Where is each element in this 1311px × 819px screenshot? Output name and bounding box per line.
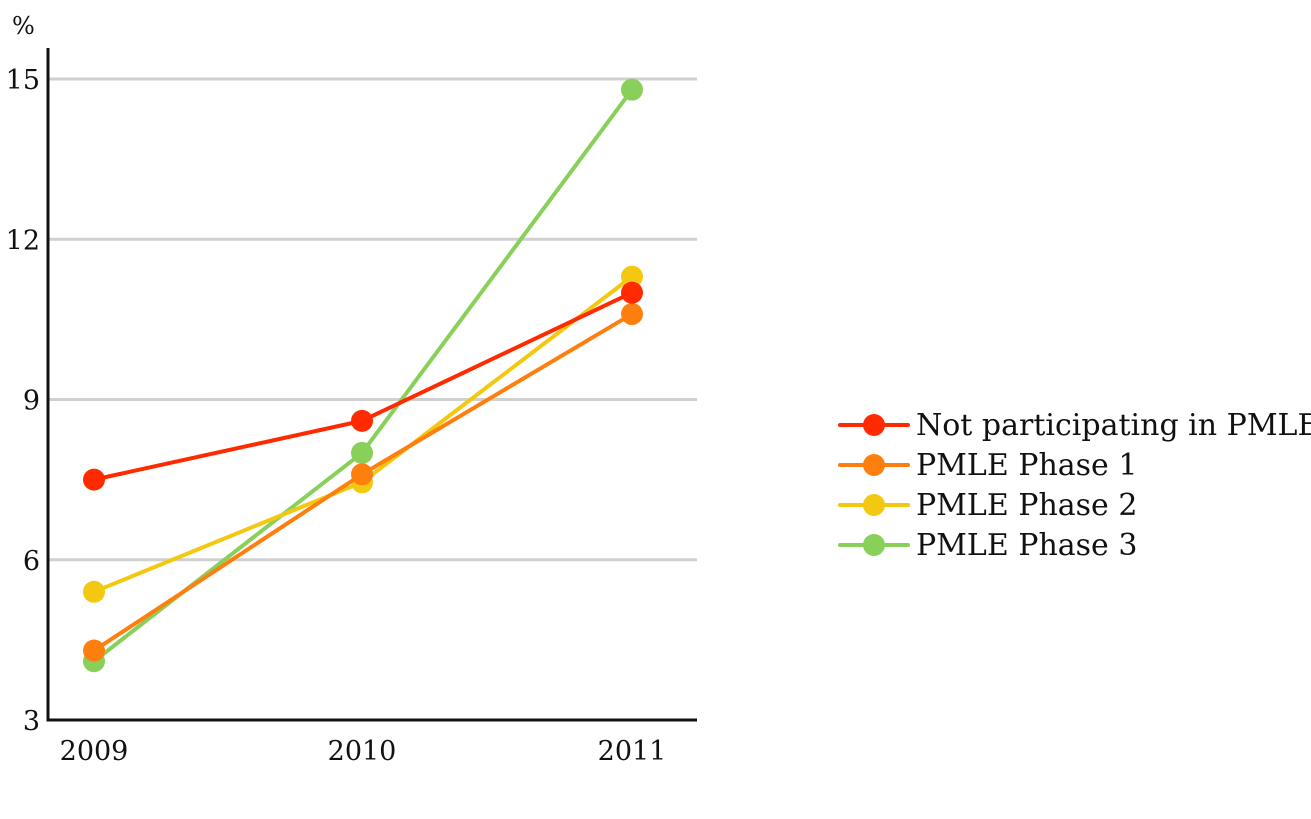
legend-label: PMLE Phase 2 <box>916 488 1137 523</box>
x-tick-label: 2011 <box>598 736 667 767</box>
legend-swatch-marker <box>863 534 885 556</box>
x-tick-labels: 2009 2010 2011 <box>60 736 667 767</box>
data-point <box>83 468 105 491</box>
series-1 <box>83 303 643 662</box>
data-point <box>621 78 643 101</box>
data-point <box>621 265 643 288</box>
y-tick-label: 15 <box>6 65 40 96</box>
legend-entry: Not participating in PMLE <box>838 408 1311 443</box>
legend-label: PMLE Phase 3 <box>916 528 1137 563</box>
data-point <box>621 303 643 326</box>
legend-entry: PMLE Phase 2 <box>838 488 1137 523</box>
data-series <box>83 78 643 673</box>
legend-swatch-marker <box>863 414 885 436</box>
y-tick-label: 12 <box>6 225 40 256</box>
legend-entry: PMLE Phase 1 <box>838 448 1137 483</box>
data-point <box>83 639 105 662</box>
legend: Not participating in PMLE PMLE Phase 1 PML… <box>838 408 1311 563</box>
data-point <box>351 441 373 464</box>
legend-entry: PMLE Phase 3 <box>838 528 1137 563</box>
data-point <box>621 281 643 304</box>
y-unit-label: % <box>12 12 35 40</box>
series-2 <box>83 265 643 603</box>
x-tick-label: 2010 <box>328 736 397 767</box>
x-tick-label: 2009 <box>60 736 129 767</box>
y-tick-label: 6 <box>23 546 40 577</box>
series-line <box>92 87 634 664</box>
series-0 <box>83 281 643 491</box>
axes <box>46 48 697 722</box>
legend-swatch-marker <box>863 454 885 476</box>
series-3 <box>83 78 643 673</box>
legend-label: PMLE Phase 1 <box>916 448 1137 483</box>
series-line <box>92 274 634 594</box>
legend-swatch-marker <box>863 494 885 516</box>
gridlines <box>48 77 697 562</box>
legend-label: Not participating in PMLE <box>916 408 1311 443</box>
data-point <box>351 409 373 432</box>
data-point <box>351 463 373 486</box>
data-point <box>83 580 105 603</box>
y-tick-labels: 3 6 9 12 15 <box>6 65 40 737</box>
y-tick-label: 3 <box>23 706 40 737</box>
y-tick-label: 9 <box>23 386 40 417</box>
